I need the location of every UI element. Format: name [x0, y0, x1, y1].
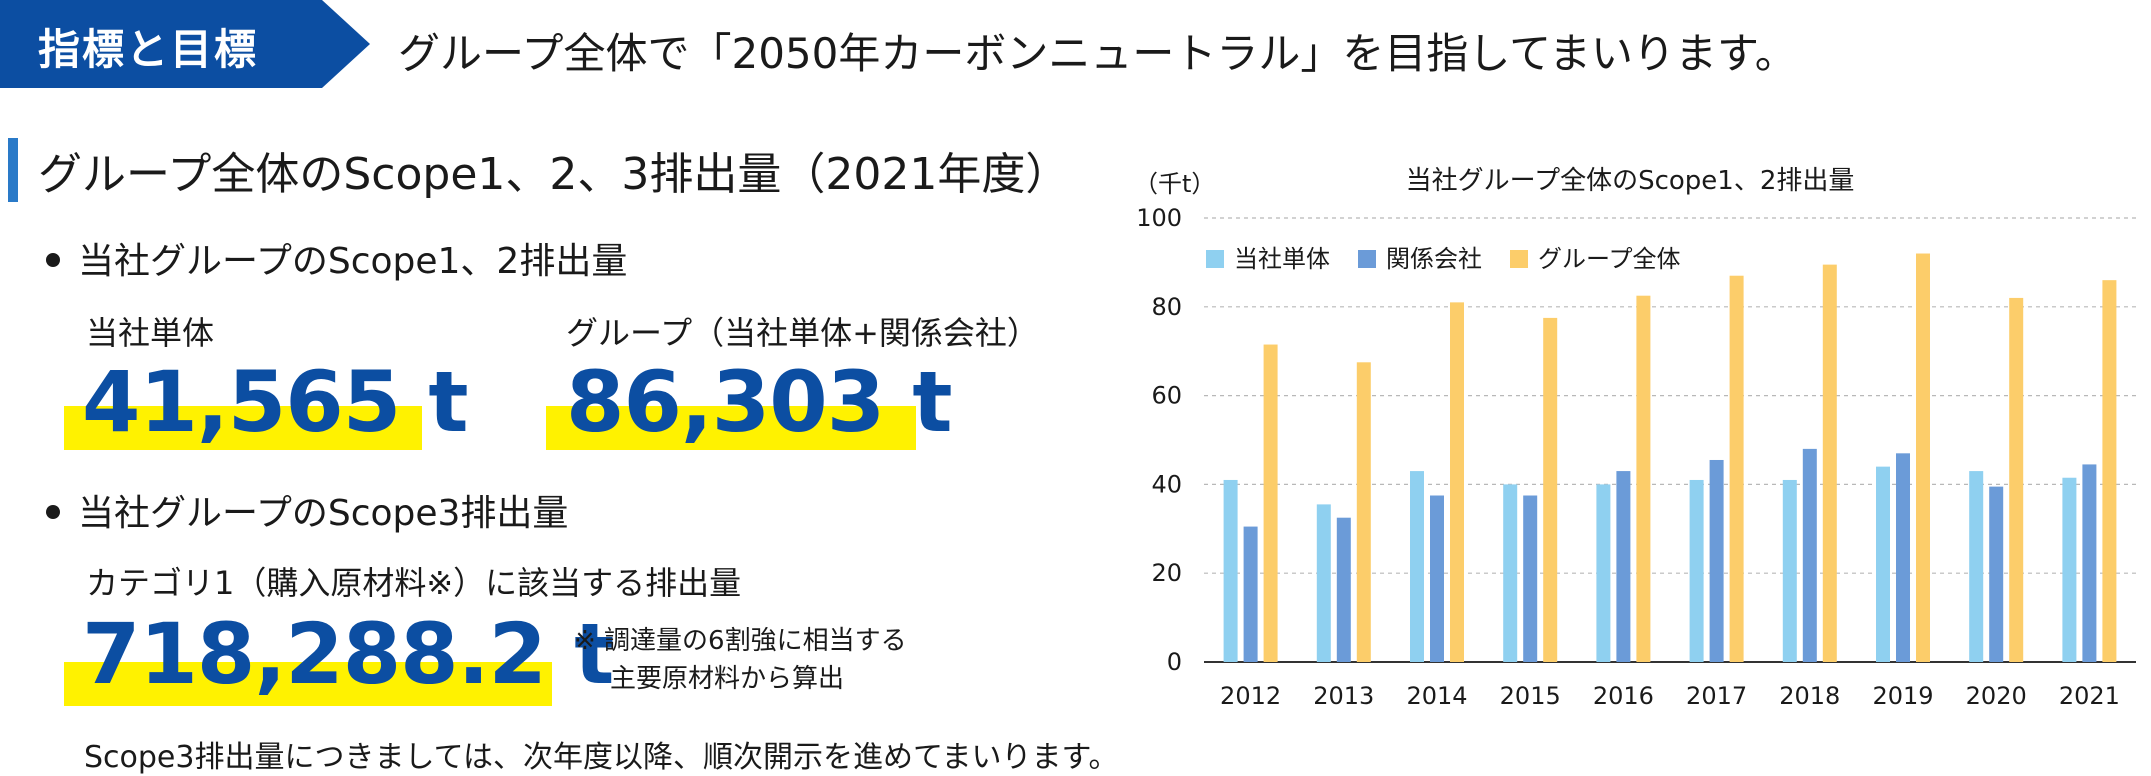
bullet-dot	[46, 253, 60, 267]
bar-2019-series-2	[1896, 453, 1910, 662]
bar-2016-series-3	[1636, 295, 1651, 662]
y-tick-label: 40	[1151, 470, 1182, 498]
value-scope3: 718,288.2 t	[82, 605, 614, 703]
scope3-note: ※ 調達量の6割強に相当する 主要原材料から算出	[574, 622, 907, 698]
highlight-scope3	[64, 662, 552, 706]
x-tick-label: 2013	[1313, 682, 1374, 710]
bar-2015-series-2	[1523, 495, 1538, 662]
bullet-dot	[46, 505, 60, 519]
legend-label-3: グループ全体	[1538, 245, 1681, 273]
section-accent-bar	[8, 138, 18, 202]
header-text: グループ全体で「2050年カーボンニュートラル」を目指してまいります。	[398, 29, 1797, 78]
x-tick-label: 2019	[1872, 682, 1933, 710]
x-tick-label: 2021	[2059, 682, 2120, 710]
bar-2016-series-2	[1616, 471, 1631, 662]
x-tick-label: 2018	[1779, 682, 1840, 710]
bar-2013-series-1	[1316, 504, 1331, 662]
chart-title: 当社グループ全体のScope1、2排出量	[1405, 166, 1855, 196]
scope3-note-line2: 主要原材料から算出	[610, 664, 845, 694]
bar-2017-series-2	[1709, 459, 1724, 662]
bullet-scope12-text: 当社グループのScope1、2排出量	[78, 241, 628, 282]
x-axis-unit: （年度）	[2140, 682, 2151, 710]
bullet-scope12: 当社グループのScope1、2排出量	[46, 232, 627, 284]
y-tick-label: 60	[1151, 382, 1182, 410]
bar-2014-series-3	[1450, 302, 1464, 662]
section-title: グループ全体のScope1、2、3排出量（2021年度）	[38, 149, 1070, 200]
y-tick-label: 80	[1151, 293, 1182, 321]
x-tick-label: 2014	[1406, 682, 1467, 710]
x-tick-label: 2012	[1220, 682, 1281, 710]
highlight-group	[546, 406, 916, 450]
bar-2021-series-1	[2062, 477, 2077, 662]
legend-label-2: 関係会社	[1386, 245, 1482, 273]
bar-2012-series-1	[1223, 479, 1238, 662]
bar-2018-series-3	[1822, 264, 1837, 662]
bar-2019-series-3	[1916, 253, 1930, 662]
bullet-scope3: 当社グループのScope3排出量	[46, 484, 568, 536]
y-tick-label: 100	[1136, 204, 1182, 232]
bar-2017-series-1	[1689, 479, 1704, 662]
x-tick-label: 2017	[1686, 682, 1747, 710]
bar-2020-series-1	[1969, 471, 1984, 662]
bar-2015-series-1	[1503, 484, 1518, 662]
bar-2018-series-2	[1802, 448, 1817, 662]
bullet-scope3-text: 当社グループのScope3排出量	[78, 493, 569, 534]
bar-2016-series-1	[1596, 484, 1611, 662]
bar-2014-series-1	[1410, 471, 1424, 662]
bar-2017-series-3	[1729, 275, 1744, 662]
legend-swatch-1	[1206, 250, 1224, 268]
value-standalone: 41,565 t	[82, 353, 469, 451]
section-tag-label: 指標と目標	[38, 25, 259, 74]
bar-2019-series-1	[1876, 466, 1890, 662]
y-tick-label: 0	[1167, 648, 1182, 676]
x-tick-label: 2015	[1500, 682, 1561, 710]
highlight-standalone	[64, 406, 422, 450]
x-tick-label: 2020	[1966, 682, 2027, 710]
bar-2021-series-3	[2102, 280, 2117, 662]
bar-2021-series-2	[2082, 464, 2097, 662]
label-standalone: 当社単体	[86, 314, 215, 352]
x-tick-label: 2016	[1593, 682, 1654, 710]
y-axis-unit: （千t）	[1134, 170, 1215, 198]
bar-2014-series-2	[1430, 495, 1444, 662]
scope3-note-line1: ※ 調達量の6割強に相当する	[574, 626, 907, 656]
y-tick-label: 20	[1151, 559, 1182, 587]
legend-label-1: 当社単体	[1234, 245, 1330, 273]
section-tag: 指標と目標	[0, 0, 370, 88]
legend-swatch-2	[1358, 250, 1376, 268]
bar-2020-series-3	[2009, 297, 2024, 662]
legend-swatch-3	[1510, 250, 1528, 268]
bar-2018-series-1	[1782, 479, 1797, 662]
bar-2013-series-3	[1356, 362, 1371, 662]
bar-2012-series-2	[1243, 526, 1258, 662]
bar-2020-series-2	[1989, 486, 2004, 662]
bar-2013-series-2	[1336, 517, 1351, 662]
footer-note: Scope3排出量につきましては、次年度以降、順次開示を進めてまいります。	[84, 740, 1119, 775]
label-group: グループ（当社単体+関係会社）	[566, 314, 1039, 352]
value-group: 86,303 t	[566, 353, 953, 451]
emissions-bar-chart: （千t） 0 20 40 60 80 100 2012 2013 2014 2015 2016 2017…	[1134, 170, 2151, 710]
label-category1: カテゴリ1（購入原材料※）に該当する排出量	[86, 564, 742, 602]
bar-2015-series-3	[1543, 317, 1558, 662]
bar-2012-series-3	[1263, 344, 1278, 662]
